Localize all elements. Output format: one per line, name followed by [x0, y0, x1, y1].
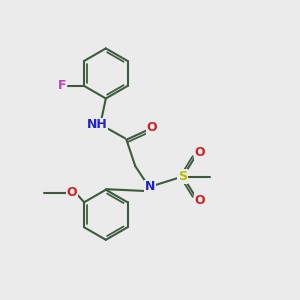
- Text: S: S: [178, 170, 187, 183]
- Text: O: O: [67, 186, 77, 199]
- Text: F: F: [58, 80, 66, 92]
- Text: O: O: [195, 194, 206, 207]
- Text: N: N: [145, 180, 155, 193]
- Text: O: O: [195, 146, 206, 159]
- Text: NH: NH: [87, 118, 107, 131]
- Text: O: O: [146, 122, 157, 134]
